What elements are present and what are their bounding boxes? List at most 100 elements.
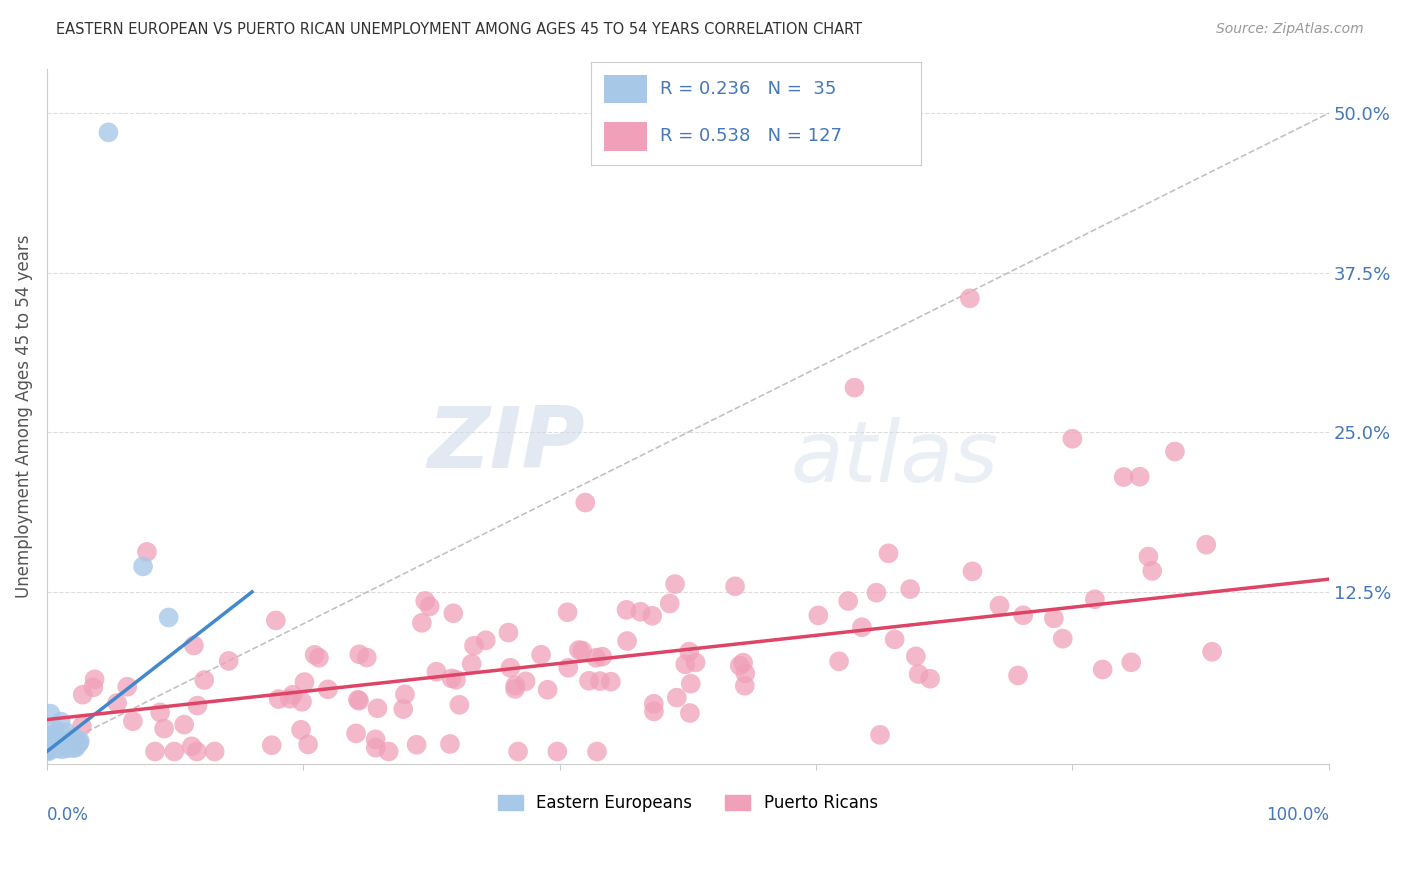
Point bbox=[643, 705, 665, 719]
Point bbox=[69, 734, 91, 748]
Point bbox=[425, 665, 447, 679]
Point bbox=[1007, 668, 1029, 682]
Point bbox=[591, 649, 613, 664]
Point bbox=[733, 656, 755, 670]
Point bbox=[377, 744, 399, 758]
Point bbox=[65, 739, 87, 753]
Point bbox=[807, 608, 830, 623]
Point bbox=[439, 737, 461, 751]
Point bbox=[45, 731, 67, 746]
Text: 100.0%: 100.0% bbox=[1265, 806, 1329, 824]
Point bbox=[673, 657, 696, 672]
Point bbox=[865, 585, 887, 599]
Point bbox=[898, 582, 921, 596]
Point bbox=[67, 736, 90, 750]
Point bbox=[364, 732, 387, 747]
Point bbox=[193, 673, 215, 687]
Point bbox=[630, 605, 652, 619]
Point bbox=[46, 739, 69, 753]
Point bbox=[173, 717, 195, 731]
Point bbox=[869, 728, 891, 742]
Point bbox=[449, 698, 471, 712]
Point bbox=[157, 610, 180, 624]
FancyBboxPatch shape bbox=[603, 75, 647, 103]
Point bbox=[392, 702, 415, 716]
Point bbox=[41, 735, 63, 749]
Point bbox=[1112, 470, 1135, 484]
Point bbox=[143, 744, 166, 758]
Point bbox=[62, 730, 84, 744]
Point bbox=[132, 559, 155, 574]
Point bbox=[679, 676, 702, 690]
Text: atlas: atlas bbox=[790, 417, 998, 500]
Point bbox=[503, 681, 526, 696]
Point bbox=[1164, 444, 1187, 458]
Point bbox=[536, 682, 558, 697]
Point bbox=[153, 722, 176, 736]
Point bbox=[316, 682, 339, 697]
Point bbox=[183, 639, 205, 653]
Point bbox=[44, 740, 66, 755]
Point bbox=[441, 606, 464, 620]
Point bbox=[49, 714, 72, 729]
Point bbox=[557, 661, 579, 675]
FancyBboxPatch shape bbox=[603, 122, 647, 151]
Point bbox=[419, 599, 441, 614]
Point bbox=[56, 741, 79, 756]
Point bbox=[1062, 432, 1084, 446]
Point bbox=[55, 739, 77, 754]
Point bbox=[546, 744, 568, 758]
Point bbox=[641, 608, 664, 623]
Point bbox=[440, 672, 463, 686]
Point bbox=[530, 648, 553, 662]
Point bbox=[356, 650, 378, 665]
Point bbox=[267, 692, 290, 706]
Point bbox=[658, 597, 681, 611]
Point bbox=[574, 495, 596, 509]
Point bbox=[616, 634, 638, 648]
Point bbox=[38, 739, 60, 753]
Point bbox=[578, 673, 600, 688]
Point bbox=[97, 125, 120, 139]
Point bbox=[1140, 564, 1163, 578]
Point bbox=[837, 594, 859, 608]
Point bbox=[59, 732, 82, 747]
Point bbox=[67, 736, 90, 750]
Point bbox=[72, 688, 94, 702]
Point bbox=[105, 696, 128, 710]
Point bbox=[962, 565, 984, 579]
Point bbox=[37, 741, 59, 756]
Point bbox=[41, 728, 63, 742]
Point bbox=[38, 744, 60, 758]
Point bbox=[724, 579, 747, 593]
Point bbox=[679, 706, 702, 720]
Point bbox=[294, 675, 316, 690]
Point bbox=[589, 674, 612, 689]
Point bbox=[844, 381, 866, 395]
Point bbox=[413, 594, 436, 608]
Point bbox=[728, 658, 751, 673]
Point bbox=[55, 725, 77, 739]
Point bbox=[1012, 608, 1035, 623]
Point bbox=[42, 739, 65, 753]
Point bbox=[46, 741, 69, 756]
Point bbox=[907, 667, 929, 681]
Point bbox=[364, 740, 387, 755]
Point bbox=[281, 688, 304, 702]
Point bbox=[186, 698, 208, 713]
Point bbox=[515, 674, 537, 689]
Point bbox=[62, 741, 84, 756]
Point bbox=[988, 599, 1011, 613]
Point bbox=[877, 546, 900, 560]
Point bbox=[37, 743, 59, 757]
Point bbox=[180, 739, 202, 754]
Point bbox=[599, 674, 621, 689]
Point bbox=[204, 744, 226, 758]
Point bbox=[678, 644, 700, 658]
Point bbox=[568, 643, 591, 657]
Point bbox=[665, 690, 688, 705]
Point bbox=[586, 744, 609, 758]
Point bbox=[260, 738, 283, 752]
Point bbox=[444, 673, 467, 687]
Point bbox=[505, 678, 527, 692]
